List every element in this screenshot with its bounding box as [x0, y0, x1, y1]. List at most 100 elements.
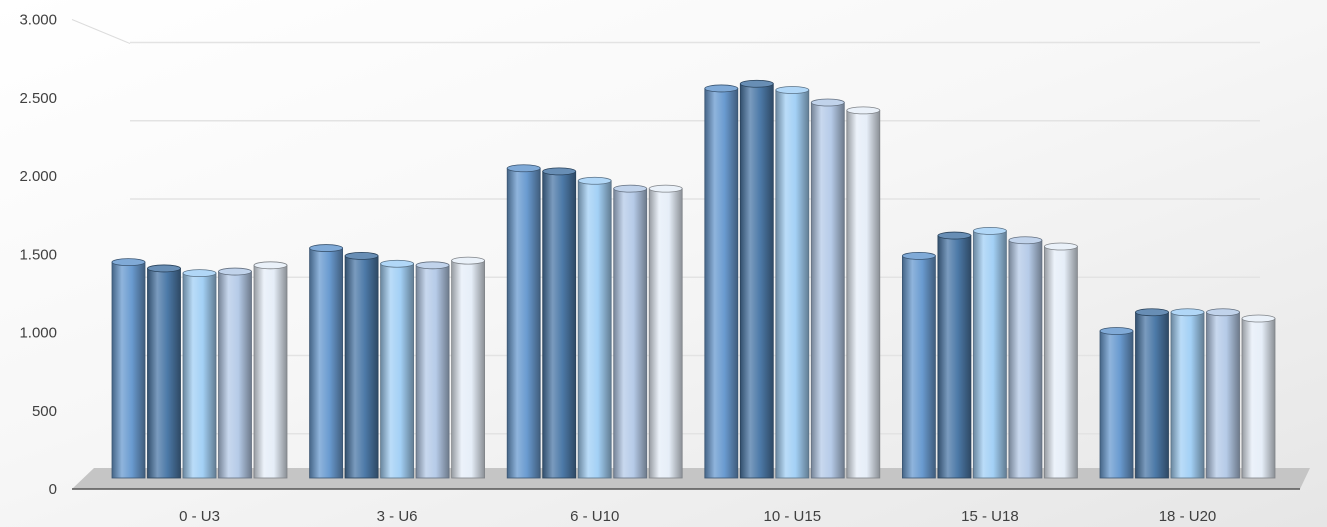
bar-cap: [253, 261, 288, 270]
bar-cap: [775, 86, 810, 94]
bar-cap: [846, 106, 881, 115]
y-tick-label: 2.500: [19, 90, 57, 107]
bar: [1044, 242, 1078, 479]
bar: [1241, 314, 1276, 479]
bar-cap: [147, 264, 181, 273]
bar: [542, 167, 577, 479]
bar-cap: [1008, 236, 1043, 245]
bar: [451, 256, 486, 479]
bar: [775, 86, 810, 479]
bar-body: [902, 255, 936, 479]
x-tick-label: 18 - U20: [1159, 508, 1217, 525]
bar-body: [542, 170, 577, 479]
x-tick-label: 0 - U3: [179, 508, 220, 525]
bar: [937, 231, 972, 479]
bar-cap: [937, 231, 972, 240]
bar: [309, 244, 344, 479]
bar-body: [577, 180, 612, 479]
bar-body: [704, 88, 739, 479]
bar: [739, 79, 774, 479]
bar-cap: [542, 167, 577, 176]
y-tick-label: 1.000: [19, 325, 57, 342]
bar-body: [846, 109, 881, 479]
bar-cap: [973, 226, 1007, 235]
wall-edge: [71, 19, 131, 44]
bar: [1135, 308, 1169, 479]
bar: [218, 267, 252, 479]
bar-body: [451, 260, 486, 479]
bar-body: [147, 268, 181, 479]
bar-body: [1170, 311, 1205, 479]
x-axis-labels: 0 - U3 3 - U6 6 - U10 10 - U15 15 - U18 18 - …: [179, 508, 1216, 525]
bar-cap: [218, 267, 252, 276]
bar-body: [648, 188, 683, 479]
bar-cap: [309, 244, 344, 252]
bar: [111, 258, 146, 479]
bar: [344, 251, 379, 479]
x-tick-label: 3 - U6: [377, 508, 418, 525]
y-axis-labels: 0 500 1.000 1.500 2.000 2.500 3.000: [19, 12, 57, 499]
bar-body: [973, 230, 1007, 479]
bar-cap: [1206, 308, 1240, 317]
bar: [1206, 308, 1240, 479]
bar: [253, 261, 288, 479]
y-tick-label: 1.500: [19, 246, 57, 263]
bar: [846, 106, 881, 479]
bar-body: [1206, 311, 1240, 479]
bar-cap: [1044, 242, 1078, 251]
bar-cap: [344, 251, 379, 260]
bar: [415, 261, 450, 479]
y-tick-label: 3.000: [19, 12, 57, 29]
bar-body: [1044, 246, 1078, 479]
bar-cap: [613, 184, 648, 193]
bar: [380, 259, 415, 479]
bar: [182, 269, 217, 479]
bar-body: [739, 83, 774, 479]
y-tick-label: 2.000: [19, 168, 57, 185]
bar: [973, 226, 1007, 479]
bar-body: [182, 272, 217, 479]
bar-cap: [1099, 327, 1134, 335]
bar-cap: [1241, 314, 1276, 323]
bar-cap: [415, 261, 450, 270]
bar-cap: [506, 164, 541, 173]
bar-body: [775, 89, 810, 479]
bar: [648, 184, 683, 479]
bar-body: [111, 261, 146, 479]
bar: [506, 164, 541, 479]
bar-body: [1241, 318, 1276, 479]
bar-cap: [380, 259, 415, 268]
bar-cap: [648, 184, 683, 193]
bar-cap: [902, 251, 936, 260]
bar: [147, 264, 181, 479]
bar: [577, 176, 612, 479]
gridlines: [130, 41, 1260, 435]
bar: [810, 98, 845, 479]
bar-body: [937, 235, 972, 479]
x-tick-label: 6 - U10: [570, 508, 619, 525]
bar-body: [1099, 330, 1134, 479]
x-tick-label: 10 - U15: [764, 508, 822, 525]
bar-body: [309, 247, 344, 479]
chart-back-wall: [71, 19, 131, 44]
bar-cap: [810, 98, 845, 107]
bar-cap: [704, 84, 739, 93]
y-tick-label: 500: [32, 403, 57, 420]
bar-cap: [577, 176, 612, 185]
x-tick-label: 15 - U18: [961, 508, 1019, 525]
bar-body: [1135, 311, 1169, 479]
bars: [111, 79, 1276, 479]
y-tick-label: 0: [49, 481, 57, 498]
bar-cap: [1170, 308, 1205, 317]
bar-body: [810, 102, 845, 479]
bar-body: [1008, 239, 1043, 479]
bar-body: [506, 167, 541, 479]
bar-body: [380, 263, 415, 479]
bar: [1008, 236, 1043, 479]
bar: [902, 251, 936, 479]
bar-cap: [182, 269, 217, 278]
bar: [704, 84, 739, 479]
bar-body: [415, 264, 450, 479]
bar-cap: [739, 79, 774, 88]
